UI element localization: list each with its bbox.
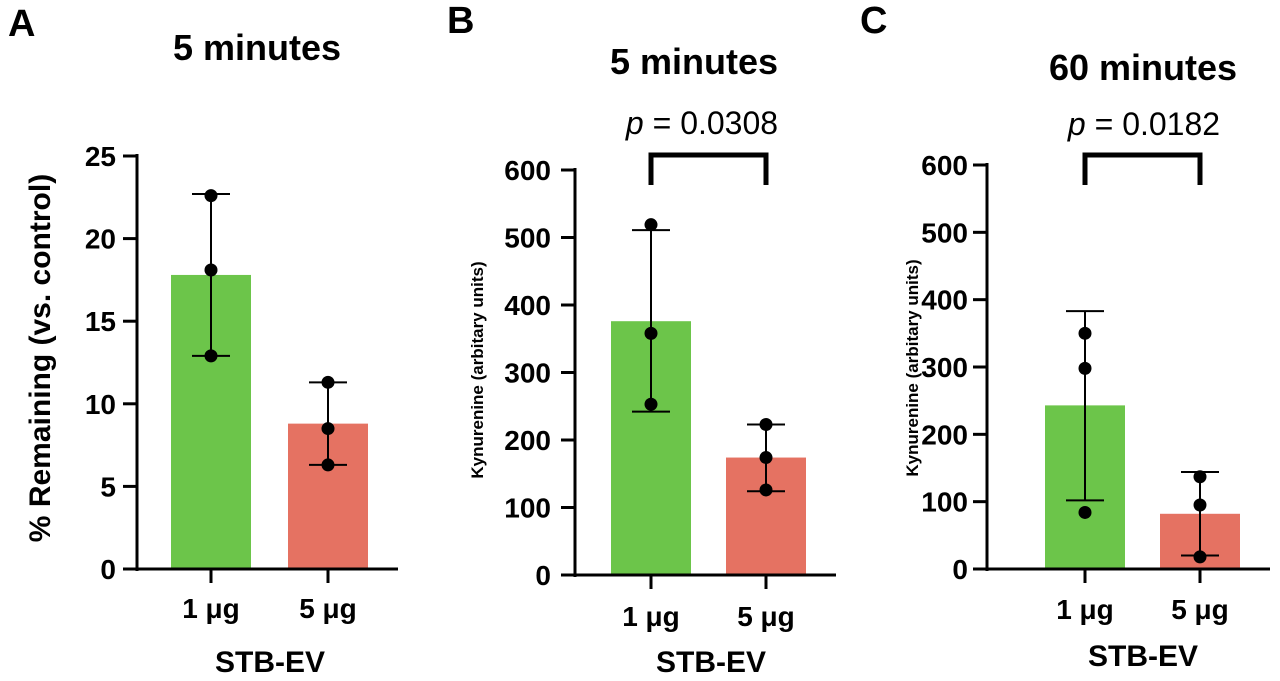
panel-letter: C (860, 0, 887, 42)
data-point (644, 218, 658, 232)
panel-b: B 5 minutes Kynurenine (arbitary units) … (447, 0, 836, 679)
y-axis-label: Kynurenine (arbitary units) (468, 261, 487, 478)
y-tick-label: 15 (85, 306, 116, 337)
chart-title: 5 minutes (610, 41, 778, 82)
data-point (759, 483, 773, 497)
x-axis-label: STB-EV (1088, 640, 1198, 673)
data-point (759, 451, 773, 465)
y-tick-label: 500 (921, 217, 968, 248)
p-symbol: p (1067, 106, 1086, 142)
data-point (204, 263, 218, 277)
p-value: = 0.0308 (644, 105, 778, 141)
y-tick-label: 600 (504, 155, 551, 186)
y-tick-label: 400 (921, 285, 968, 316)
y-tick-label: 200 (504, 425, 551, 456)
y-tick-label: 300 (504, 358, 551, 389)
y-tick-label: 20 (85, 224, 116, 255)
y-tick-label: 5 (100, 471, 116, 502)
y-tick-label: 0 (952, 554, 968, 585)
data-point (644, 326, 658, 340)
panel-c: C 60 minutes Kynurenine (arbitary units)… (860, 0, 1270, 673)
data-point (1193, 550, 1207, 564)
x-tick-label: 5 μg (1171, 594, 1229, 625)
y-tick-label: 0 (100, 554, 116, 585)
y-tick-label: 600 (921, 150, 968, 181)
p-value: = 0.0182 (1086, 106, 1220, 142)
y-tick-label: 100 (504, 493, 551, 524)
y-axis-label: % Remaining (vs. control) (24, 174, 57, 542)
y-tick-label: 500 (504, 223, 551, 254)
y-tick-label: 300 (921, 352, 968, 383)
data-point (204, 349, 218, 363)
y-tick-label: 10 (85, 389, 116, 420)
x-tick-label: 1 μg (622, 601, 680, 632)
data-point (644, 397, 658, 411)
panel-a: A 5 minutes % Remaining (vs. control) ST… (8, 3, 398, 679)
y-tick-label: 200 (921, 419, 968, 450)
x-tick-label: 1 μg (1056, 594, 1114, 625)
data-point (321, 375, 335, 389)
chart-title: 60 minutes (1049, 47, 1237, 88)
x-tick-label: 1 μg (182, 593, 240, 624)
panel-letter: A (8, 3, 35, 45)
x-tick-label: 5 μg (299, 593, 357, 624)
p-value-annotation: p = 0.0182 (1067, 106, 1220, 142)
p-value-annotation: p = 0.0308 (625, 105, 778, 141)
data-point (1078, 505, 1092, 519)
y-tick-label: 100 (921, 487, 968, 518)
y-tick-label: 0 (535, 560, 551, 591)
significance-bracket (648, 152, 769, 185)
x-axis-label: STB-EV (656, 646, 766, 679)
data-point (1078, 326, 1092, 340)
data-point (204, 189, 218, 203)
y-tick-label: 25 (85, 141, 116, 172)
data-point (321, 422, 335, 436)
data-point (1193, 498, 1207, 512)
p-symbol: p (625, 105, 644, 141)
panel-letter: B (447, 0, 474, 42)
y-tick-label: 400 (504, 290, 551, 321)
y-axis-label: Kynurenine (arbitary units) (903, 259, 922, 476)
x-tick-label: 5 μg (737, 601, 795, 632)
significance-bracket (1082, 152, 1203, 185)
data-point (1193, 470, 1207, 484)
data-point (321, 458, 335, 472)
data-point (1078, 361, 1092, 375)
chart-title: 5 minutes (173, 27, 341, 68)
x-axis-label: STB-EV (215, 646, 325, 679)
data-point (759, 417, 773, 431)
